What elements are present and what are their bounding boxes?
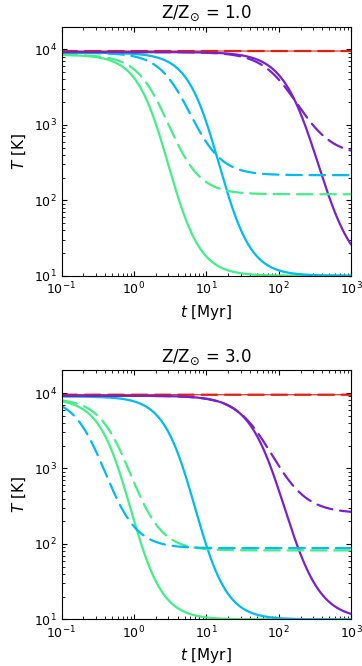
- Title: Z/Z$_{\odot}$ = 3.0: Z/Z$_{\odot}$ = 3.0: [161, 348, 252, 367]
- Y-axis label: $T$ [K]: $T$ [K]: [11, 476, 28, 513]
- Y-axis label: $T$ [K]: $T$ [K]: [11, 133, 28, 170]
- X-axis label: $t$ [Myr]: $t$ [Myr]: [180, 647, 232, 665]
- X-axis label: $t$ [Myr]: $t$ [Myr]: [180, 303, 232, 322]
- Title: Z/Z$_{\odot}$ = 1.0: Z/Z$_{\odot}$ = 1.0: [161, 4, 252, 23]
